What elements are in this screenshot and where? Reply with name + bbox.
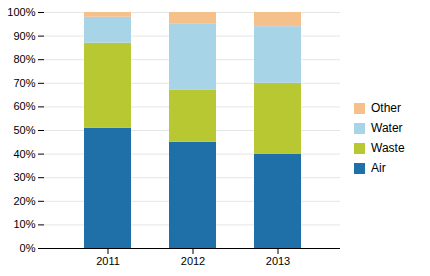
svg-text:80%: 80%	[13, 53, 35, 65]
svg-text:50%: 50%	[13, 124, 35, 136]
svg-text:10%: 10%	[13, 218, 35, 230]
html-text:Waste: Waste	[371, 141, 405, 155]
svg-text:2011: 2011	[96, 255, 120, 267]
svg-text:30%: 30%	[13, 171, 35, 183]
svg-text:20%: 20%	[13, 195, 35, 207]
svg-text:0%: 0%	[20, 242, 36, 254]
html-text:Air: Air	[371, 161, 386, 175]
svg-text:2013: 2013	[266, 255, 290, 267]
svg-text:100%: 100%	[7, 6, 35, 18]
svg-text:60%: 60%	[13, 100, 35, 112]
svg-text:2012: 2012	[181, 255, 205, 267]
html-text:Other: Other	[371, 101, 401, 115]
html-text:Water: Water	[371, 121, 403, 135]
svg-text:70%: 70%	[13, 77, 35, 89]
svg-text:40%: 40%	[13, 148, 35, 160]
svg-text:90%: 90%	[13, 30, 35, 42]
